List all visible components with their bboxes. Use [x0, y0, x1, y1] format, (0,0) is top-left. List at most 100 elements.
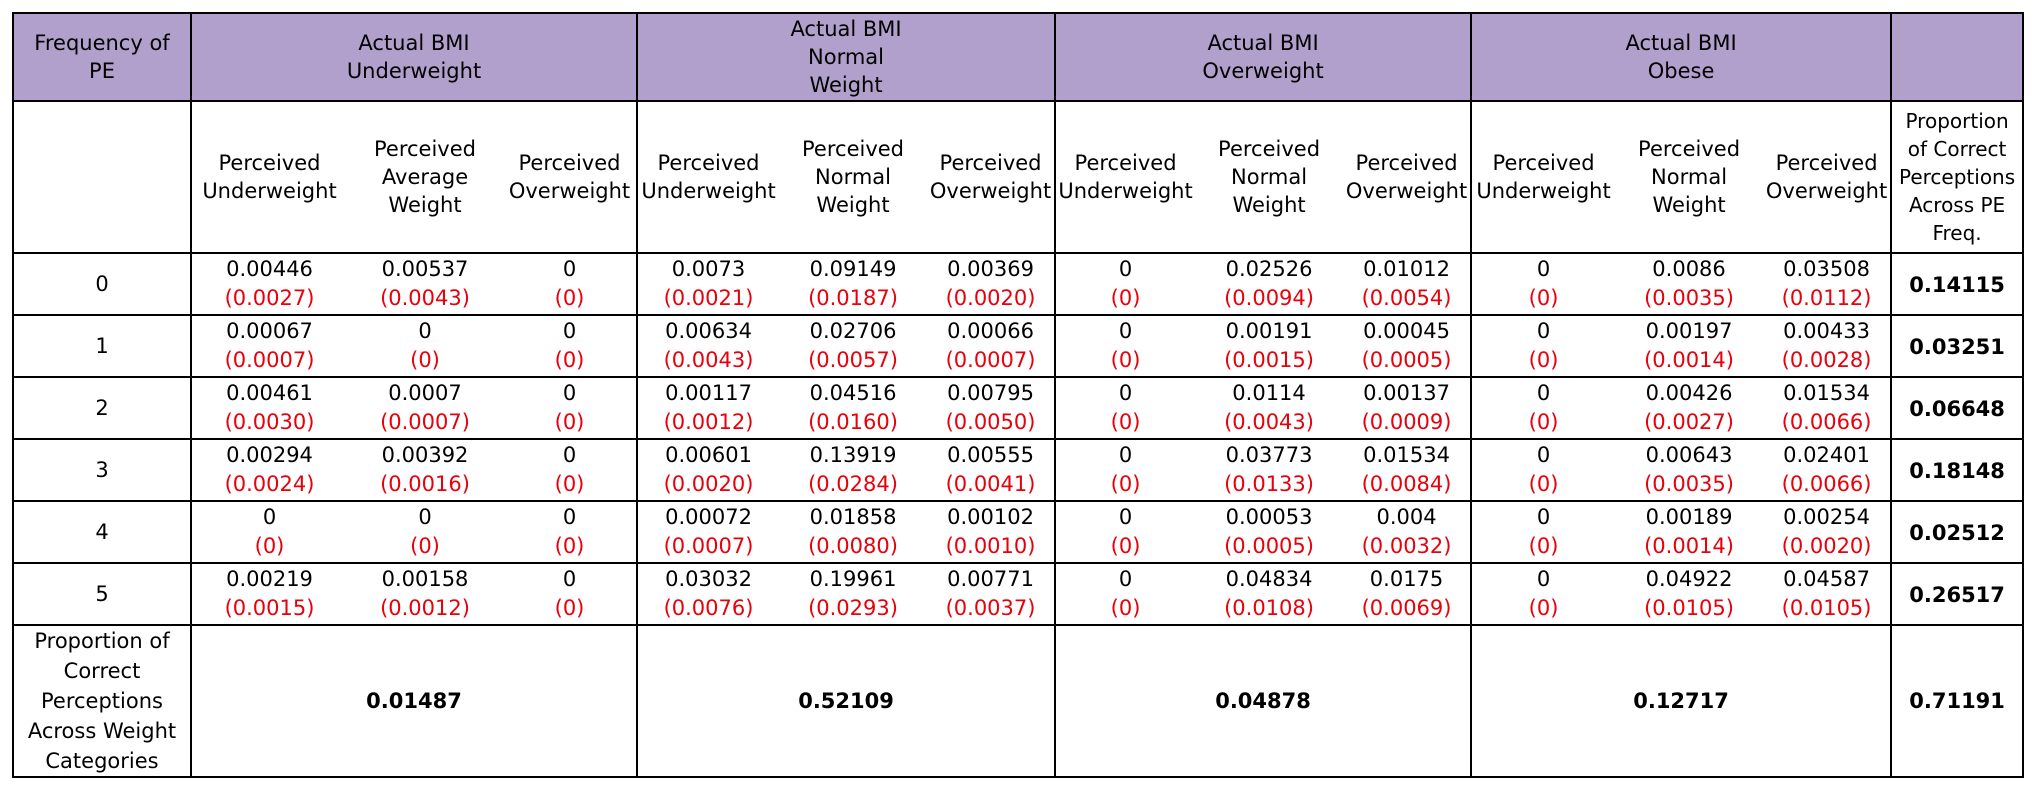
standard-error-value: (0.0057) [808, 348, 898, 372]
table-row: 3 0.00294 (0.0024) 0.00392 (0.0016) 0 (0) 0.006… [12, 438, 2025, 502]
standard-error-value: (0.0007) [663, 534, 754, 558]
standard-error-value: (0) [554, 534, 585, 558]
proportion-cell: 0.03032 (0.0076) [636, 562, 780, 626]
subheader-row: Perceived Underweight Perceived Average … [12, 100, 2025, 254]
proportion-value: 0.00254 [1783, 505, 1870, 529]
proportion-value: 0.00392 [381, 443, 469, 467]
standard-error-value: (0) [554, 286, 585, 310]
proportion-cell: 0.13919 (0.0284) [779, 438, 928, 502]
standard-error-value: (0.0043) [663, 348, 754, 372]
proportion-value: 0 [418, 319, 432, 343]
group-total-obese: 0.12717 [1470, 624, 1893, 778]
proportion-cell: 0 (0) [1470, 500, 1616, 564]
pe-frequency-cell: 4 [12, 500, 192, 564]
subheader-text: Perceived Overweight [929, 151, 1052, 203]
standard-error-value: (0.0041) [945, 472, 1036, 496]
proportion-cell: 0.00643 (0.0035) [1615, 438, 1764, 502]
pe-frequency-value: 1 [95, 333, 109, 358]
proportion-value: 0.00137 [1363, 381, 1450, 405]
bmi-perception-table: Frequency of PE Actual BMI Underweight A… [12, 12, 2025, 778]
standard-error-value: (0.0012) [380, 596, 470, 620]
subheader-text: Perceived Underweight [1058, 151, 1193, 203]
proportion-value: 0.04587 [1783, 567, 1870, 591]
standard-error-value: (0.0010) [945, 534, 1036, 558]
proportion-cell: 0 (0) [503, 500, 639, 564]
standard-error-value: (0.0007) [380, 410, 470, 434]
subheader-text: Perceived Normal Weight [1638, 137, 1741, 217]
proportion-value: 0.04922 [1645, 567, 1733, 591]
standard-error-value: (0.0020) [663, 472, 754, 496]
standard-error-value: (0.0187) [808, 286, 898, 310]
proportion-cell: 0.00433 (0.0028) [1763, 314, 1893, 378]
subheader-cell: Perceived Overweight [927, 100, 1057, 254]
proportion-cell: 0.00369 (0.0020) [927, 252, 1057, 316]
proportion-cell: 0 (0) [1470, 438, 1616, 502]
standard-error-value: (0.0005) [1224, 534, 1314, 558]
proportion-value: 0 [1536, 443, 1551, 467]
standard-error-value: (0.0108) [1224, 596, 1314, 620]
proportion-cell: 0 (0) [503, 376, 639, 440]
proportion-cell: 0.00197 (0.0014) [1615, 314, 1764, 378]
proportion-cell: 0.01534 (0.0066) [1763, 376, 1893, 440]
group-total-underweight: 0.01487 [189, 624, 639, 778]
standard-error-value: (0) [1110, 410, 1141, 434]
proportion-cell: 0.00795 (0.0050) [927, 376, 1057, 440]
pe-frequency-value: 0 [95, 271, 109, 296]
proportion-cell: 0 (0) [1470, 376, 1616, 440]
proportion-cell: 0.00072 (0.0007) [636, 500, 780, 564]
subheader-text: Perceived Overweight [508, 151, 631, 203]
subheader-text: Perceived Normal Weight [1218, 137, 1321, 217]
standard-error-value: (0.0032) [1361, 534, 1452, 558]
standard-error-value: (0.0016) [380, 472, 470, 496]
standard-error-value: (0.0020) [945, 286, 1036, 310]
subheader-text: Perceived Normal Weight [802, 137, 905, 217]
pe-freq-proportion-cell: 0.03251 [1890, 314, 2025, 378]
subheader-cell: Perceived Normal Weight [1195, 100, 1344, 254]
proportion-cell: 0.01012 (0.0054) [1343, 252, 1473, 316]
proportion-value: 0 [1118, 567, 1133, 591]
proportion-cell: 0.00191 (0.0015) [1195, 314, 1344, 378]
standard-error-value: (0.0112) [1781, 286, 1872, 310]
subheader-cell: Perceived Underweight [1470, 100, 1616, 254]
proportion-cell: 0.00219 (0.0015) [190, 562, 347, 626]
proportion-cell: 0.0007 (0.0007) [347, 376, 503, 440]
proportion-cell: 0.00426 (0.0027) [1615, 376, 1764, 440]
proportion-value: 0.03508 [1783, 257, 1870, 281]
proportion-cell: 0.0073 (0.0021) [636, 252, 780, 316]
proportion-cell: 0.04834 (0.0108) [1195, 562, 1344, 626]
proportion-value: 0.02526 [1225, 257, 1313, 281]
proportion-cell: 0 (0) [1470, 562, 1616, 626]
proportion-cell: 0.03508 (0.0112) [1763, 252, 1893, 316]
group-header-obese: Actual BMI Obese [1470, 12, 1893, 102]
proportion-cell: 0 (0) [1054, 438, 1196, 502]
standard-error-value: (0.0284) [808, 472, 898, 496]
standard-error-value: (0.0037) [945, 596, 1036, 620]
subheader-cell: Perceived Overweight [1343, 100, 1473, 254]
subheader-cell: Perceived Overweight [503, 100, 639, 254]
standard-error-value: (0.0027) [224, 286, 315, 310]
proportion-cell: 0.01534 (0.0084) [1343, 438, 1473, 502]
pe-frequency-cell: 2 [12, 376, 192, 440]
proportion-cell: 0.0086 (0.0035) [1615, 252, 1764, 316]
proportion-cell: 0 (0) [347, 500, 503, 564]
proportion-value: 0.00197 [1645, 319, 1733, 343]
table-row: 5 0.00219 (0.0015) 0.00158 (0.0012) 0 (0) 0.030… [12, 562, 2025, 626]
proportion-cell: 0.00066 (0.0007) [927, 314, 1057, 378]
group-header-label: Actual BMI Obese [1625, 31, 1737, 83]
subheader-text: Perceived Underweight [1476, 151, 1611, 203]
standard-error-value: (0) [1528, 596, 1559, 620]
proportion-value: 0.00461 [226, 381, 313, 405]
group-header-label: Actual BMI Overweight [1202, 31, 1324, 83]
pe-frequency-cell: 0 [12, 252, 192, 316]
proportion-value: 0 [1536, 257, 1551, 281]
proportion-cell: 0 (0) [1054, 252, 1196, 316]
standard-error-value: (0) [1528, 286, 1559, 310]
proportion-cell: 0 (0) [1470, 252, 1616, 316]
proportion-cell: 0.00045 (0.0005) [1343, 314, 1473, 378]
standard-error-value: (0.0027) [1644, 410, 1734, 434]
pe-freq-proportion-value: 0.06648 [1909, 396, 2005, 421]
proportion-value: 0 [262, 505, 277, 529]
proportion-cell: 0.00537 (0.0043) [347, 252, 503, 316]
proportion-value: 0.01534 [1363, 443, 1450, 467]
standard-error-value: (0) [554, 348, 585, 372]
